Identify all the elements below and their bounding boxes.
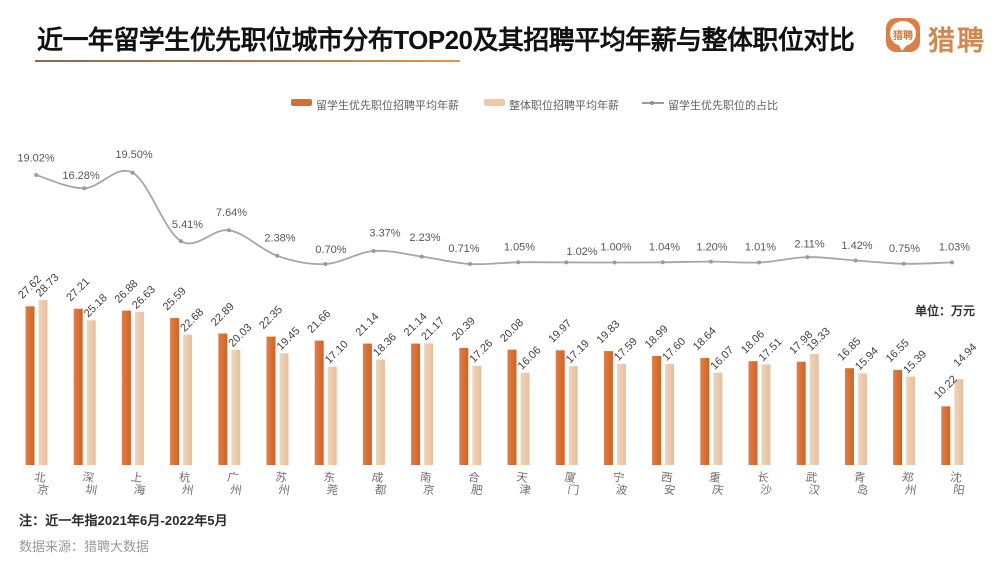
svg-text:南: 南: [419, 470, 432, 485]
svg-text:厦: 厦: [564, 471, 578, 486]
svg-text:波: 波: [615, 483, 629, 498]
svg-text:天: 天: [516, 472, 530, 486]
svg-text:广: 广: [226, 471, 239, 485]
svg-text:深: 深: [82, 470, 95, 485]
svg-text:长: 长: [757, 471, 771, 486]
svg-text:1.01%: 1.01%: [745, 242, 776, 254]
svg-text:1.02%: 1.02%: [566, 246, 597, 258]
svg-text:0.75%: 0.75%: [889, 243, 920, 255]
svg-text:京: 京: [37, 482, 50, 497]
svg-text:西: 西: [660, 472, 673, 485]
svg-text:州: 州: [278, 483, 291, 497]
svg-text:州: 州: [904, 483, 917, 497]
svg-text:阳: 阳: [952, 483, 965, 497]
svg-text:宁: 宁: [612, 470, 625, 485]
svg-text:海: 海: [133, 482, 147, 498]
svg-text:沈: 沈: [949, 470, 963, 486]
svg-text:州: 州: [229, 483, 242, 497]
svg-text:0.70%: 0.70%: [315, 244, 346, 256]
svg-text:杭: 杭: [178, 470, 192, 486]
svg-text:沙: 沙: [760, 483, 774, 498]
svg-text:成: 成: [371, 471, 385, 486]
svg-text:2.38%: 2.38%: [264, 233, 295, 245]
svg-text:1.03%: 1.03%: [939, 242, 970, 254]
svg-text:汉: 汉: [808, 483, 822, 498]
svg-text:都: 都: [374, 483, 388, 498]
svg-text:州: 州: [181, 483, 194, 497]
svg-text:青: 青: [853, 471, 866, 485]
svg-text:2.11%: 2.11%: [794, 239, 825, 251]
svg-text:京: 京: [422, 482, 435, 497]
svg-text:肥: 肥: [470, 483, 484, 498]
svg-text:上: 上: [130, 471, 143, 485]
svg-text:19.02%: 19.02%: [17, 153, 55, 165]
svg-text:武: 武: [805, 471, 819, 486]
svg-text:1.05%: 1.05%: [504, 242, 535, 254]
svg-text:1.04%: 1.04%: [649, 242, 680, 254]
svg-text:津: 津: [519, 483, 532, 497]
svg-text:合: 合: [467, 470, 481, 486]
svg-text:7.64%: 7.64%: [216, 207, 247, 219]
svg-text:0.71%: 0.71%: [448, 243, 479, 255]
svg-text:19.50%: 19.50%: [115, 149, 153, 161]
svg-text:重: 重: [708, 470, 721, 485]
svg-text:郑: 郑: [901, 470, 915, 486]
svg-text:莞: 莞: [326, 483, 339, 497]
svg-text:安: 安: [663, 482, 676, 497]
svg-text:2.23%: 2.23%: [409, 232, 440, 244]
svg-text:圳: 圳: [85, 483, 98, 497]
svg-text:北: 北: [34, 471, 48, 486]
svg-text:1.20%: 1.20%: [696, 242, 727, 254]
svg-text:16.28%: 16.28%: [62, 170, 100, 182]
svg-text:苏: 苏: [275, 471, 288, 485]
svg-text:门: 门: [567, 482, 580, 497]
svg-text:庆: 庆: [711, 482, 725, 498]
svg-text:岛: 岛: [856, 482, 869, 497]
svg-text:5.41%: 5.41%: [172, 219, 203, 231]
svg-text:1.00%: 1.00%: [600, 242, 631, 254]
svg-text:3.37%: 3.37%: [369, 228, 400, 240]
svg-text:东: 东: [323, 471, 336, 485]
svg-text:1.42%: 1.42%: [841, 240, 872, 252]
